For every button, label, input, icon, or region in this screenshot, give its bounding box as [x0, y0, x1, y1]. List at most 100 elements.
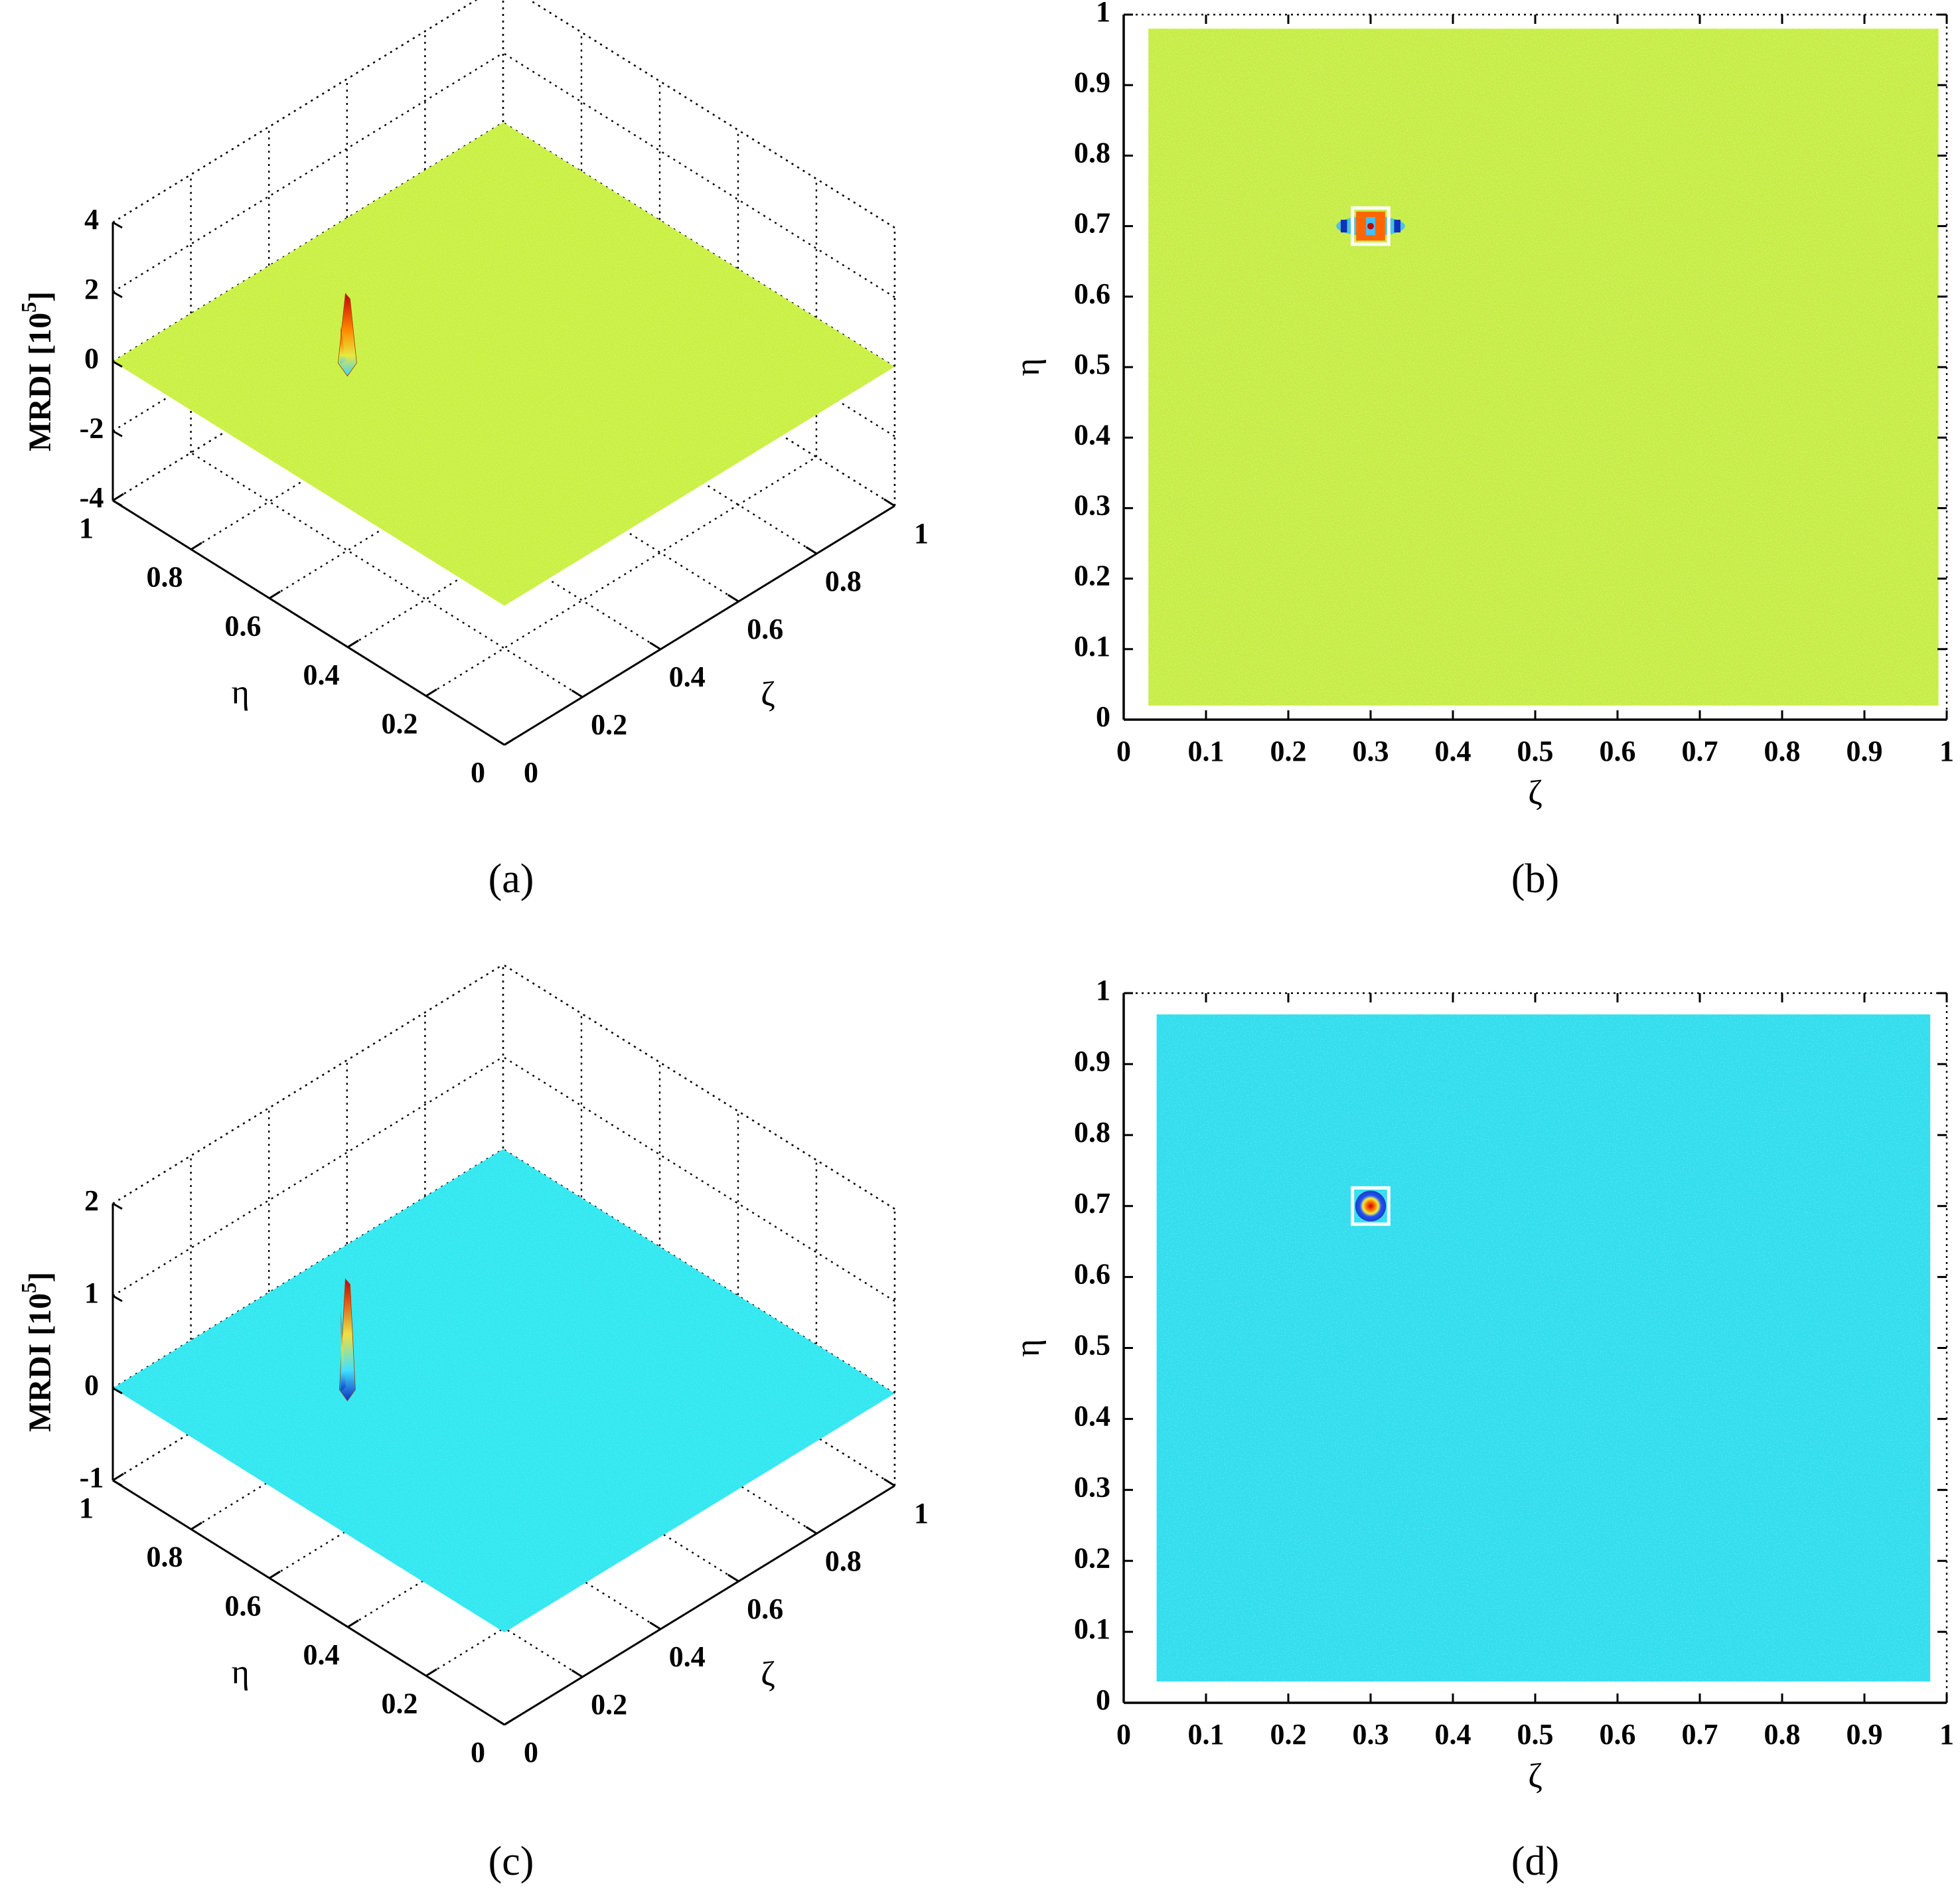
peak-marker-box [1351, 206, 1391, 246]
y-tick-label: 0.4 [1074, 1399, 1110, 1432]
x-tick-label: 0.8 [1764, 1718, 1801, 1751]
x-tick-label: 0.1 [1188, 1718, 1225, 1751]
x-tick-label: 0 [1116, 735, 1131, 767]
peak-blob [1355, 1190, 1387, 1222]
y-tick-label: 0.4 [303, 1638, 340, 1671]
x-axis-line [504, 505, 895, 746]
x-tick-mark [493, 1717, 505, 1726]
x-tick-label: 0 [524, 756, 538, 789]
y-tick-mark [112, 493, 124, 502]
heatmap-texture [1156, 1014, 1931, 1682]
panel-label: (b) [1511, 856, 1559, 902]
y-axis-label: η [1009, 1339, 1047, 1357]
x-tick-label: 0.4 [1435, 1718, 1471, 1751]
x-tick-label: 0.6 [1600, 735, 1636, 767]
box-edge [112, 963, 504, 1205]
y-tick-label: 1 [79, 512, 94, 544]
z-axis-label: MRDI [105] [17, 1272, 58, 1432]
y-tick-label: 0.9 [1074, 66, 1110, 98]
y-tick-label: 0.4 [303, 659, 340, 691]
y-tick-label: 0.9 [1074, 1045, 1110, 1077]
y-tick-label: 0.8 [1074, 1116, 1110, 1148]
y-axis-label: η [232, 673, 250, 711]
z-axis-label: MRDI [105] [17, 291, 58, 451]
x-tick-mark [727, 593, 739, 603]
y-tick-mark [190, 542, 202, 550]
x-tick-label: 0.6 [747, 1593, 783, 1625]
x-tick-label: 0.2 [591, 708, 627, 741]
x-tick-mark [571, 689, 583, 698]
z-tick-mark [112, 221, 123, 229]
panel-b: 0 0.1 0.2 0.3 0.4 0.5 0.6 0.7 0.8 0.9 1 0 0.1 0.2 0.3 0… [1009, 0, 1954, 902]
y-tick-label: 0.1 [1074, 630, 1110, 663]
y-tick-label: 0.7 [1074, 207, 1110, 240]
x-tick-label: 0.4 [669, 1640, 706, 1673]
z-axis-label-text: MRDI [10 [23, 313, 58, 451]
y-tick-label: 0.8 [147, 561, 183, 593]
y-tick-label: 0 [1096, 1684, 1110, 1716]
z-tick-label: -2 [80, 412, 104, 444]
peak-lobe-left [1340, 220, 1347, 233]
y-tick-label: 1 [1096, 974, 1110, 1006]
z-tick-label: 0 [84, 343, 99, 375]
y-tick-mark [504, 1717, 516, 1726]
z-tick-mark [112, 291, 123, 299]
x-tick-label: 0.2 [1270, 1718, 1307, 1751]
y-tick-label: 0.6 [1074, 1258, 1110, 1291]
x-tick-label: 1 [914, 1497, 929, 1530]
y-tick-label: 0 [1096, 700, 1110, 733]
y-tick-label: 0.3 [1074, 489, 1110, 521]
x-tick-label: 0 [1116, 1718, 1131, 1751]
y-tick-label: 0.2 [382, 707, 418, 740]
panel-d: 0 0.1 0.2 0.3 0.4 0.5 0.6 0.7 0.8 0.9 1 0 0.1 0.2 0.3 0… [1009, 974, 1954, 1884]
x-tick-mark [727, 1573, 739, 1583]
y-tick-label: 0 [471, 756, 485, 789]
x-axis-label: ζ [1528, 1757, 1543, 1795]
peak-center [1367, 222, 1374, 230]
x-tick-label: 0.3 [1353, 735, 1389, 767]
z-tick-label: 2 [84, 1184, 99, 1217]
peak-spike-fringe [340, 1312, 346, 1391]
x-axis-label: ζ [761, 1656, 775, 1694]
y-tick-label: 0.2 [382, 1687, 418, 1719]
z-tick-mark [112, 1295, 123, 1302]
z-tick-mark [112, 1202, 123, 1210]
x-tick-label: 0.8 [825, 565, 862, 597]
x-tick-label: 0.8 [1764, 735, 1801, 767]
x-tick-label: 0.2 [1270, 735, 1307, 767]
panel-c: 2 1 0 -1 0 0.2 0.4 0.6 0.8 1 0 0.2 0.4 0.6 0.8 1 η ζ MRDI … [17, 963, 929, 1884]
y-tick-label: 0.2 [1074, 1541, 1110, 1574]
z-tick-label: -1 [80, 1461, 104, 1494]
z-tick-label: 4 [84, 203, 99, 236]
y-tick-mark [425, 1668, 437, 1677]
y-tick-label: 0.6 [225, 1589, 262, 1622]
y-tick-mark [190, 1522, 202, 1530]
x-tick-label: 0.4 [669, 661, 706, 693]
y-tick-label: 1 [79, 1492, 94, 1524]
x-tick-mark [649, 1621, 661, 1630]
z-tick-mark [112, 430, 123, 437]
x-tick-label: 0.5 [1517, 1718, 1554, 1751]
peak-spike-fringe [340, 327, 346, 364]
x-tick-label: 0.6 [1600, 1718, 1636, 1751]
box-edge [502, 963, 895, 1210]
y-tick-label: 0.8 [147, 1541, 183, 1573]
x-tick-label: 0.1 [1188, 735, 1225, 767]
x-tick-mark [649, 641, 661, 651]
x-tick-label: 0.4 [1435, 735, 1471, 767]
y-tick-mark [504, 737, 516, 746]
heatmap-texture [1148, 29, 1939, 706]
peak-lobe-right [1394, 220, 1401, 233]
y-tick-label: 0.8 [1074, 136, 1110, 169]
y-tick-label: 0.1 [1074, 1613, 1110, 1645]
z-tick-label: 1 [84, 1277, 99, 1309]
y-tick-label: 1 [1096, 0, 1110, 28]
z-tick-mark [112, 1387, 123, 1395]
y-axis-line [112, 499, 505, 746]
x-tick-mark [883, 1478, 895, 1487]
x-tick-label: 1 [1939, 1718, 1954, 1751]
z-tick-label: -4 [80, 481, 104, 514]
y-tick-label: 0.5 [1074, 348, 1110, 380]
y-tick-mark [269, 590, 281, 599]
x-tick-label: 0.9 [1847, 1718, 1883, 1751]
